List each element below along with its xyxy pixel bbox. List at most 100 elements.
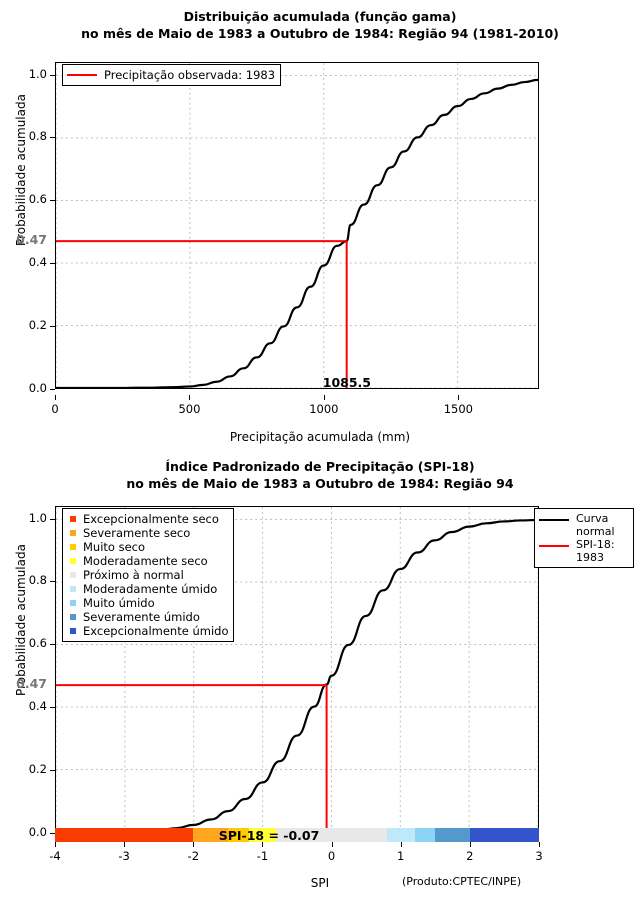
panel-bottom-title: Índice Padronizado de Precipitação (SPI-… [0, 458, 640, 492]
category-label: Severamente úmido [83, 610, 200, 624]
panel-top-legend: Precipitação observada: 1983 [62, 64, 282, 86]
colorbar-segment [276, 828, 387, 842]
y-tick-mark [50, 518, 55, 520]
panel-bottom-curve-legend: Curva normal SPI-18: 1983 [534, 508, 634, 568]
x-tick-mark [55, 842, 56, 847]
x-tick-mark [124, 842, 126, 847]
spi-category-legend-item: Moderadamente úmido [67, 582, 228, 596]
x-tick-label: -4 [49, 849, 61, 863]
spi-cdf-panel: Índice Padronizado de Precipitação (SPI-… [0, 450, 640, 900]
category-color-swatch [70, 614, 76, 620]
x-tick-mark [539, 842, 540, 847]
x-tick-label: 1000 [309, 402, 339, 416]
x-tick-label: -2 [187, 849, 200, 863]
colorbar-segment [469, 828, 539, 842]
y-tick-label: 0.0 [28, 381, 47, 395]
y-tick-mark [50, 200, 55, 202]
spi-category-legend-item: Muito úmido [67, 596, 228, 610]
colorbar-segment [435, 828, 470, 842]
panel-top-point-annotation: 1085.5 [322, 375, 371, 390]
gamma-cdf-panel: Distribuição acumulada (função gama) no … [0, 8, 640, 444]
category-label: Severamente seco [83, 526, 191, 540]
x-tick-mark [469, 842, 471, 847]
legend-line-swatch [67, 74, 97, 76]
x-tick-label: 500 [178, 402, 201, 416]
category-label: Próximo à normal [83, 568, 184, 582]
legend-line-swatch [539, 519, 569, 521]
curve-legend-label: SPI-18: 1983 [576, 538, 615, 564]
y-tick-label: 0.2 [28, 762, 47, 777]
panel-top-title-line2: no mês de Maio de 1983 a Outubro de 1984… [81, 26, 559, 41]
category-label: Excepcionalmente úmido [83, 624, 229, 638]
x-tick-mark [331, 842, 333, 847]
category-color-swatch [70, 572, 76, 578]
y-tick-label: 0.8 [28, 129, 47, 144]
x-tick-label: 1500 [443, 402, 473, 416]
y-tick-mark [50, 581, 55, 583]
y-tick-label: 0.6 [28, 192, 47, 207]
x-tick-label: 1 [397, 849, 405, 863]
y-tick-label: 0.4 [28, 699, 47, 714]
product-credit: (Produto:CPTEC/INPE) [402, 875, 522, 888]
y-tick-label: 0.6 [28, 636, 47, 651]
category-color-swatch [70, 558, 76, 564]
y-tick-mark [50, 74, 55, 76]
x-tick-label: 0 [327, 849, 336, 863]
spi-category-legend-item: Excepcionalmente úmido [67, 624, 228, 638]
colorbar-segment [248, 828, 277, 842]
panel-bottom-title-line2: no mês de Maio de 1983 a Outubro de 1984… [126, 476, 514, 491]
colorbar-segment [227, 828, 249, 842]
spi-value-caption: SPI-18 = -0.07 [218, 828, 320, 843]
curve-legend-label: Curva normal [576, 512, 615, 538]
highlighted-probability-label: 0.47 [16, 676, 47, 692]
category-color-swatch [70, 600, 76, 606]
x-tick-mark [262, 842, 264, 847]
x-tick-mark [323, 395, 325, 400]
category-label: Moderadamente seco [83, 554, 208, 568]
y-tick-mark [50, 263, 55, 265]
y-tick-label: 0.2 [28, 318, 47, 333]
colorbar-segment [414, 828, 436, 842]
colorbar-segment [193, 828, 228, 842]
curve-legend-item: Curva normal [539, 512, 628, 538]
spi-category-legend: Excepcionalmente seco Severamente seco Mui… [62, 508, 235, 642]
legend-item: Precipitação observada: 1983 [67, 68, 275, 82]
panel-top-title: Distribuição acumulada (função gama) no … [0, 8, 640, 42]
y-tick-mark [50, 770, 55, 772]
y-tick-label: 0.8 [28, 573, 47, 588]
y-tick-mark [50, 326, 55, 328]
spi-category-legend-item: Moderadamente seco [67, 554, 228, 568]
legend-line-swatch [539, 545, 569, 547]
y-tick-mark [50, 707, 55, 709]
y-tick-label: 0.4 [28, 255, 47, 270]
spi-category-legend-item: Excepcionalmente seco [67, 512, 228, 526]
category-label: Moderadamente úmido [83, 582, 218, 596]
panel-bottom-title-line1: Índice Padronizado de Precipitação (SPI-… [165, 459, 475, 474]
x-tick-mark [458, 395, 460, 400]
x-tick-mark [189, 395, 191, 400]
y-tick-label: 1.0 [28, 510, 47, 525]
x-tick-mark [193, 842, 195, 847]
x-tick-label: 2 [466, 849, 474, 863]
x-tick-mark [55, 395, 56, 400]
x-tick-label: -3 [118, 849, 130, 863]
colorbar-segment [386, 828, 415, 842]
highlighted-probability-label: 0.47 [16, 232, 47, 248]
x-tick-mark [400, 842, 402, 847]
y-tick-mark [50, 833, 55, 834]
spi-colorbar [55, 828, 539, 842]
category-color-swatch [70, 530, 76, 536]
legend-item-label: Precipitação observada: 1983 [104, 68, 276, 82]
spi-category-legend-item: Severamente úmido [67, 610, 228, 624]
x-tick-label: -1 [256, 849, 269, 863]
category-label: Muito seco [83, 540, 146, 554]
panel-top-plot-svg [56, 63, 538, 388]
y-tick-mark [50, 644, 55, 646]
x-tick-label: 0 [51, 402, 59, 416]
category-color-swatch [70, 628, 76, 634]
y-tick-label: 0.0 [28, 825, 47, 839]
panel-top-x-axis-title: Precipitação acumulada (mm) [229, 430, 411, 444]
panel-top-title-line1: Distribuição acumulada (função gama) [183, 9, 457, 24]
category-color-swatch [70, 544, 76, 550]
